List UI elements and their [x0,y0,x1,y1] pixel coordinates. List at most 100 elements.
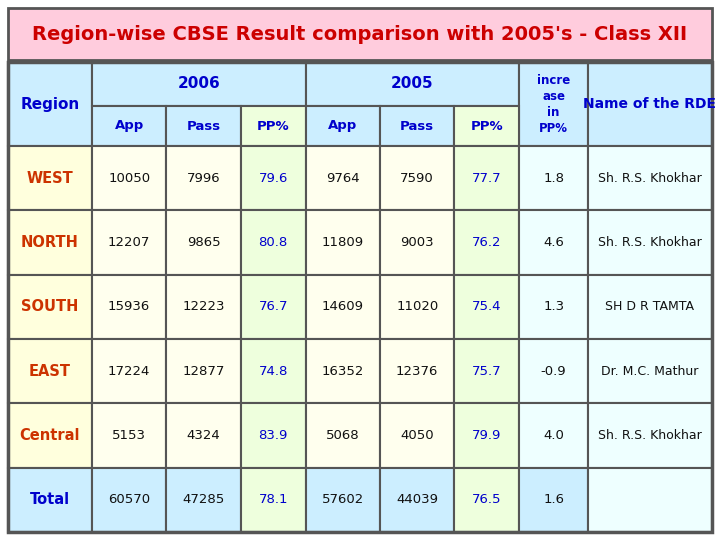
Text: Region: Region [20,97,80,111]
Bar [8,275,92,339]
Text: 7996: 7996 [186,172,220,185]
Bar [305,275,380,339]
Bar [8,62,92,146]
Bar [240,468,305,532]
Text: 9003: 9003 [400,236,434,249]
Text: 79.9: 79.9 [472,429,502,442]
Bar [166,468,240,532]
Bar [588,275,712,339]
Bar [380,339,454,403]
Text: 10050: 10050 [108,172,150,185]
Bar [305,146,380,211]
Text: 76.5: 76.5 [472,494,502,507]
Bar [166,211,240,275]
Bar [454,339,519,403]
Text: PP%: PP% [257,119,289,132]
Bar [454,468,519,532]
Text: 79.6: 79.6 [258,172,288,185]
Text: 1.6: 1.6 [543,494,564,507]
Bar [519,468,588,532]
Text: 2006: 2006 [177,77,220,91]
Bar [588,211,712,275]
Bar [240,106,305,146]
Bar [166,106,240,146]
Bar [519,403,588,468]
Bar [166,275,240,339]
Text: incre
ase
in
PP%: incre ase in PP% [537,73,570,134]
Text: 1.3: 1.3 [543,300,564,313]
Text: 76.7: 76.7 [258,300,288,313]
Bar [305,62,519,106]
Bar [8,146,92,211]
Text: SOUTH: SOUTH [22,299,78,314]
Bar [380,211,454,275]
Text: 11809: 11809 [322,236,364,249]
Text: 11020: 11020 [396,300,438,313]
Bar [166,146,240,211]
Text: 9865: 9865 [186,236,220,249]
Bar [454,106,519,146]
Bar [454,275,519,339]
Bar [8,468,92,532]
Text: SH D R TAMTA: SH D R TAMTA [606,300,695,313]
Text: 1.8: 1.8 [543,172,564,185]
Text: App: App [328,119,357,132]
Text: 4.6: 4.6 [543,236,564,249]
Text: Name of the RDE: Name of the RDE [583,97,716,111]
Bar [8,403,92,468]
Text: 12207: 12207 [108,236,150,249]
Text: 4324: 4324 [186,429,220,442]
Bar [380,275,454,339]
Bar [240,211,305,275]
Bar [454,211,519,275]
Bar [8,211,92,275]
Bar [8,339,92,403]
Bar [92,339,166,403]
Bar [8,62,712,532]
Text: Central: Central [19,428,80,443]
Text: Sh. R.S. Khokhar: Sh. R.S. Khokhar [598,429,702,442]
Bar [380,403,454,468]
Text: 12376: 12376 [396,364,438,377]
Bar [380,468,454,532]
Text: 7590: 7590 [400,172,434,185]
Text: 77.7: 77.7 [472,172,502,185]
Text: 12223: 12223 [182,300,225,313]
Text: 57602: 57602 [322,494,364,507]
Text: 75.7: 75.7 [472,364,502,377]
Text: 78.1: 78.1 [258,494,288,507]
Text: Region-wise CBSE Result comparison with 2005's - Class XII: Region-wise CBSE Result comparison with … [32,24,688,44]
Bar [92,106,166,146]
Bar [588,468,712,532]
Text: App: App [114,119,144,132]
Text: 12877: 12877 [182,364,225,377]
Bar [380,106,454,146]
Text: 17224: 17224 [108,364,150,377]
Bar [92,146,166,211]
Text: 76.2: 76.2 [472,236,502,249]
Text: Sh. R.S. Khokhar: Sh. R.S. Khokhar [598,172,702,185]
Bar [166,339,240,403]
Bar [305,339,380,403]
Text: 16352: 16352 [322,364,364,377]
Bar [8,8,712,60]
Text: 4.0: 4.0 [543,429,564,442]
Bar [588,339,712,403]
Bar [305,468,380,532]
Text: PP%: PP% [471,119,503,132]
Bar [380,146,454,211]
Text: WEST: WEST [27,171,73,186]
Bar [92,211,166,275]
Bar [240,339,305,403]
Text: 14609: 14609 [322,300,364,313]
Bar [92,62,305,106]
Bar [305,106,380,146]
Text: NORTH: NORTH [21,235,79,250]
Text: 83.9: 83.9 [258,429,288,442]
Text: 47285: 47285 [182,494,225,507]
Text: 60570: 60570 [108,494,150,507]
Text: 44039: 44039 [396,494,438,507]
Bar [240,275,305,339]
Text: 9764: 9764 [326,172,360,185]
Bar [519,211,588,275]
